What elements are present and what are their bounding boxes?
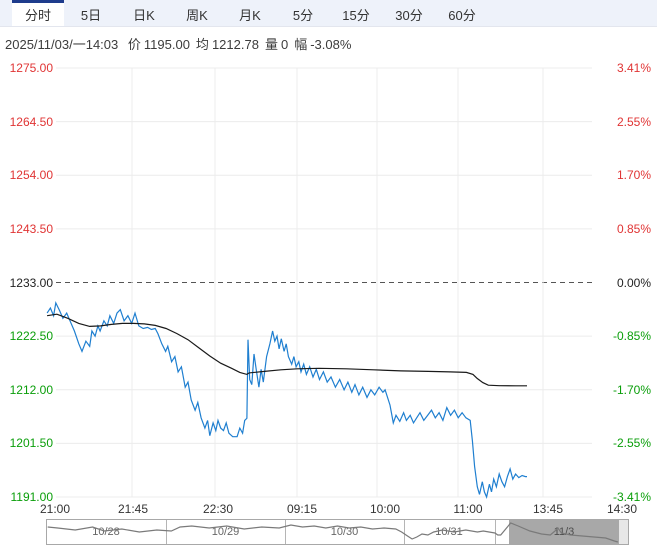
tab-8[interactable]: 30分 (395, 8, 423, 23)
navigator-date-10-29[interactable]: 10/29 (211, 526, 240, 538)
tab-2[interactable]: 5日 (80, 8, 102, 23)
x-axis-time-label: 13:45 (532, 502, 564, 516)
y-axis-percent-label: 3.41% (616, 61, 651, 75)
x-axis-time-label: 11:00 (453, 502, 483, 516)
chart-plot-area[interactable] (46, 62, 592, 498)
navigator-section-divider (166, 520, 167, 544)
x-axis-time-label: 14:30 (606, 502, 638, 516)
y-axis-percent-label: -0.85% (612, 329, 651, 344)
tab-3[interactable]: 日K (133, 8, 155, 23)
navigator-date-10-31[interactable]: 10/31 (435, 526, 463, 538)
y-axis-price-label: 1201.50 (9, 436, 53, 451)
navigator-section-divider (495, 520, 496, 544)
tab-1[interactable]: 分时 (12, 0, 64, 26)
tab-9[interactable]: 60分 (448, 8, 476, 23)
period-tabbar: 分时 5日 日K 周K 月K 5分 15分 30分 60分 (0, 0, 657, 27)
y-axis-percent-label: -2.55% (612, 436, 651, 451)
navigator-remaining-range (619, 520, 628, 544)
x-axis-time-label: 10:00 (369, 502, 401, 516)
y-axis-price-label: 1233.00 (9, 275, 53, 290)
y-axis-percent-label: -1.70% (612, 382, 651, 397)
info-value: -3.08% (310, 37, 352, 52)
info-label: 量 (264, 37, 278, 52)
y-axis-percent-label: -3.41% (612, 490, 651, 504)
navigator-section-divider (285, 520, 286, 544)
y-axis-percent-label: 2.55% (616, 114, 651, 129)
navigator-date-10-28[interactable]: 10/28 (92, 526, 120, 538)
x-axis-time-label: 21:00 (39, 502, 71, 516)
x-axis-time-label: 09:15 (286, 502, 318, 516)
y-axis-percent-label: 1.70% (616, 168, 651, 183)
date-navigator[interactable]: 10/28 10/29 10/30 10/31 11/3 (46, 519, 629, 545)
info-value: 0 (280, 37, 289, 52)
info-value: 1212.78 (211, 37, 259, 52)
y-axis-percent-label: 0.00% (616, 275, 651, 290)
tab-6[interactable]: 5分 (292, 8, 314, 23)
x-axis-time-label: 21:45 (117, 502, 149, 516)
quote-infobar: 2025/11/03/一14:03 价 1195.00 均 1212.78 量 0 幅 -3.… (5, 34, 357, 52)
y-axis-price-label: 1212.00 (9, 382, 53, 397)
y-axis-price-label: 1243.50 (9, 221, 53, 236)
y-axis-price-label: 1222.50 (9, 329, 53, 344)
y-axis-price-label: 1191.00 (10, 490, 54, 504)
navigator-section-divider (404, 520, 405, 544)
y-axis-price-label: 1264.50 (9, 114, 53, 129)
info-value: 1195.00 (143, 37, 190, 52)
y-axis-percent-label: 0.85% (616, 221, 651, 236)
quote-datetime: 2025/11/03/一14:03 (5, 37, 119, 52)
tab-4[interactable]: 周K (186, 8, 208, 23)
y-axis-price-label: 1254.00 (9, 168, 53, 183)
info-label: 价 (127, 37, 141, 52)
tab-5[interactable]: 月K (239, 8, 261, 23)
navigator-date-10-30[interactable]: 10/30 (330, 526, 359, 538)
tab-7[interactable]: 15分 (342, 8, 370, 23)
x-axis-time-label: 22:30 (202, 502, 234, 516)
info-label: 均 (195, 37, 209, 52)
y-axis-price-label: 1275.00 (9, 61, 53, 75)
info-label: 幅 (294, 37, 308, 52)
navigator-date-11-3[interactable]: 11/3 (553, 526, 575, 538)
